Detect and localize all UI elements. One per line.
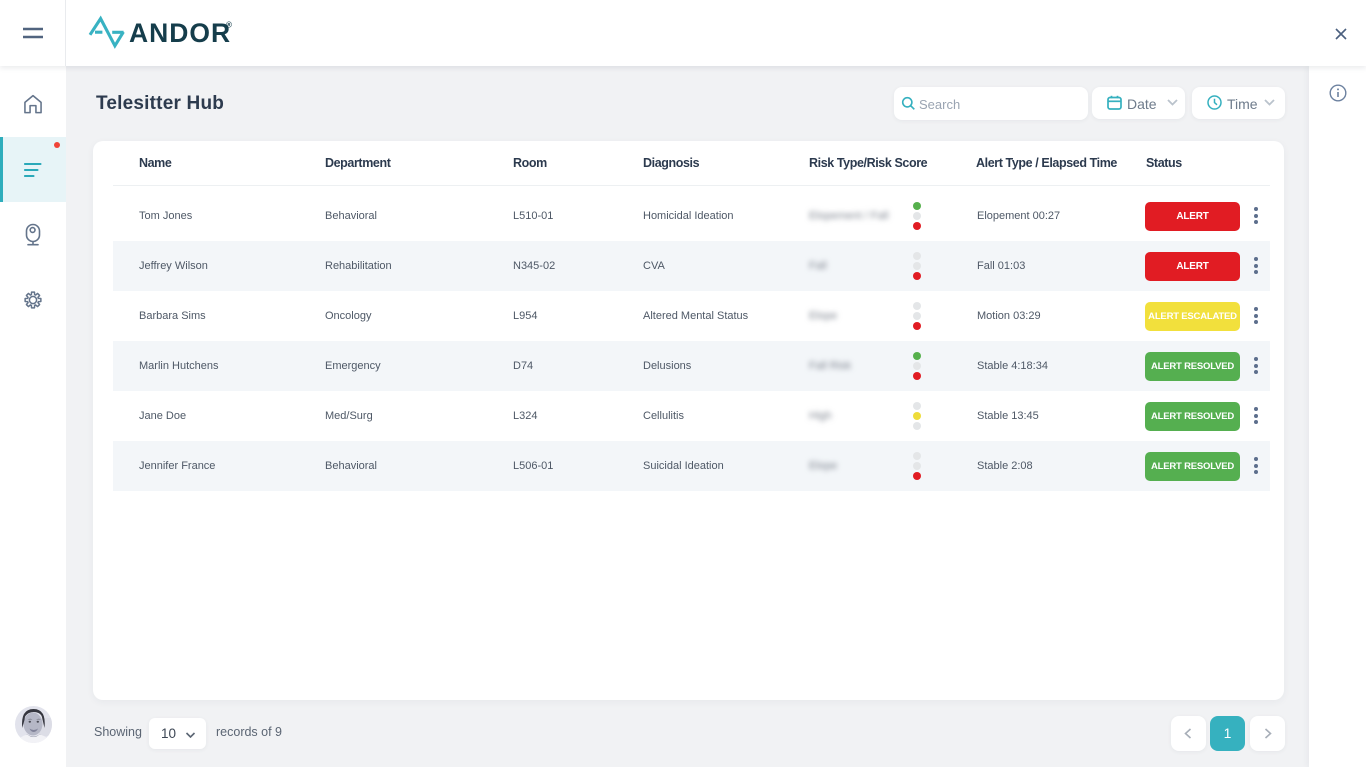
svg-text:ANDOR: ANDOR — [129, 18, 231, 48]
svg-text:®: ® — [226, 21, 232, 30]
